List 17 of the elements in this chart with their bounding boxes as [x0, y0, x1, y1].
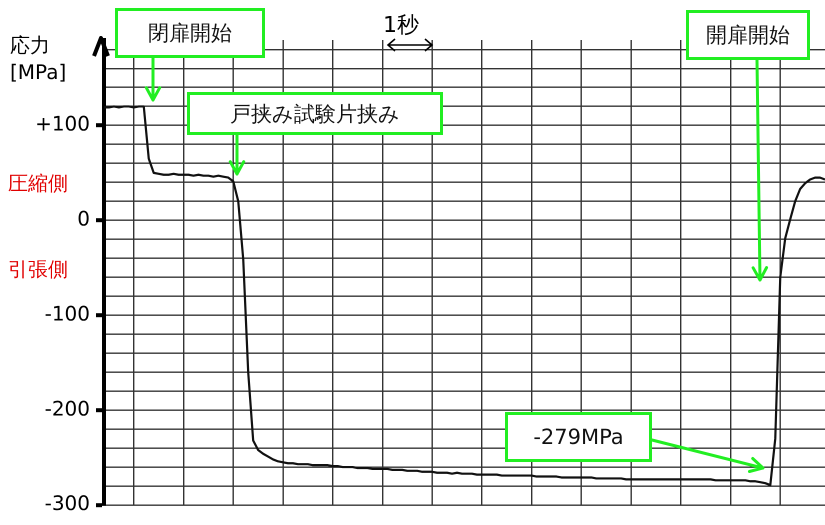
- y-tick-label: -200: [44, 396, 90, 420]
- annotation: 戸挟み試験片挟み: [230, 100, 400, 128]
- callout-box: -279MPa: [505, 412, 652, 462]
- text: 圧縮側: [8, 170, 68, 197]
- y-tick-label: 0: [77, 206, 90, 231]
- callout-box: 開扉開始: [686, 10, 810, 60]
- annotation: -279MPa: [533, 425, 624, 449]
- y-tick-label: -300: [44, 491, 90, 516]
- y-tick-label: +100: [35, 112, 90, 136]
- annotation: 開扉開始: [706, 22, 790, 49]
- annotation: 閉扉開始: [148, 20, 232, 47]
- callout-box: 戸挟み試験片挟み: [187, 92, 443, 135]
- text: 1秒: [383, 12, 419, 40]
- callout-box: 閉扉開始: [115, 8, 265, 58]
- y-tick-label: -100: [44, 301, 90, 326]
- text: 引張側: [8, 256, 68, 283]
- y-axis-title: 応力 [MPa]: [10, 32, 66, 86]
